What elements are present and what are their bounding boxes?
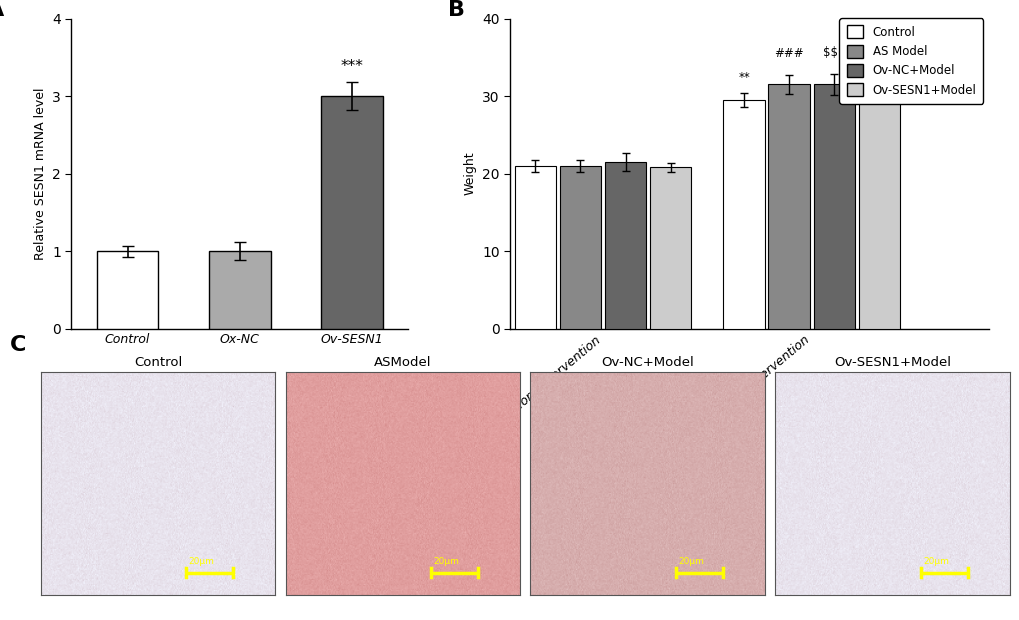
Text: C: C xyxy=(10,335,26,355)
Title: Ov-SESN1+Model: Ov-SESN1+Model xyxy=(834,356,950,370)
Bar xyxy=(97,251,158,329)
Bar xyxy=(813,84,854,329)
Bar xyxy=(858,89,900,329)
Bar xyxy=(209,251,270,329)
Title: ASModel: ASModel xyxy=(374,356,431,370)
Bar xyxy=(321,96,382,329)
Y-axis label: Weight: Weight xyxy=(463,152,476,195)
Bar xyxy=(559,166,600,329)
Text: A: A xyxy=(0,0,4,20)
Text: ***: *** xyxy=(340,60,363,74)
Text: 20μm: 20μm xyxy=(922,557,948,566)
Bar xyxy=(722,100,764,329)
Text: 20μm: 20μm xyxy=(678,557,703,566)
Bar xyxy=(604,162,646,329)
Bar xyxy=(515,166,555,329)
Text: ###: ### xyxy=(773,46,803,60)
Text: &&&: &&& xyxy=(865,59,893,72)
Legend: Control, AS Model, Ov-NC+Model, Ov-SESN1+Model: Control, AS Model, Ov-NC+Model, Ov-SESN1… xyxy=(839,19,982,104)
Bar xyxy=(649,167,691,329)
Text: 20μm: 20μm xyxy=(433,557,459,566)
Y-axis label: Relative SESN1 mRNA level: Relative SESN1 mRNA level xyxy=(34,87,47,260)
Text: B: B xyxy=(447,0,465,20)
Title: Ov-NC+Model: Ov-NC+Model xyxy=(601,356,693,370)
Bar xyxy=(767,84,809,329)
Text: 20μm: 20μm xyxy=(189,557,214,566)
Text: $$$: $$$ xyxy=(822,46,845,59)
Title: Control: Control xyxy=(133,356,182,370)
Text: **: ** xyxy=(738,71,749,84)
